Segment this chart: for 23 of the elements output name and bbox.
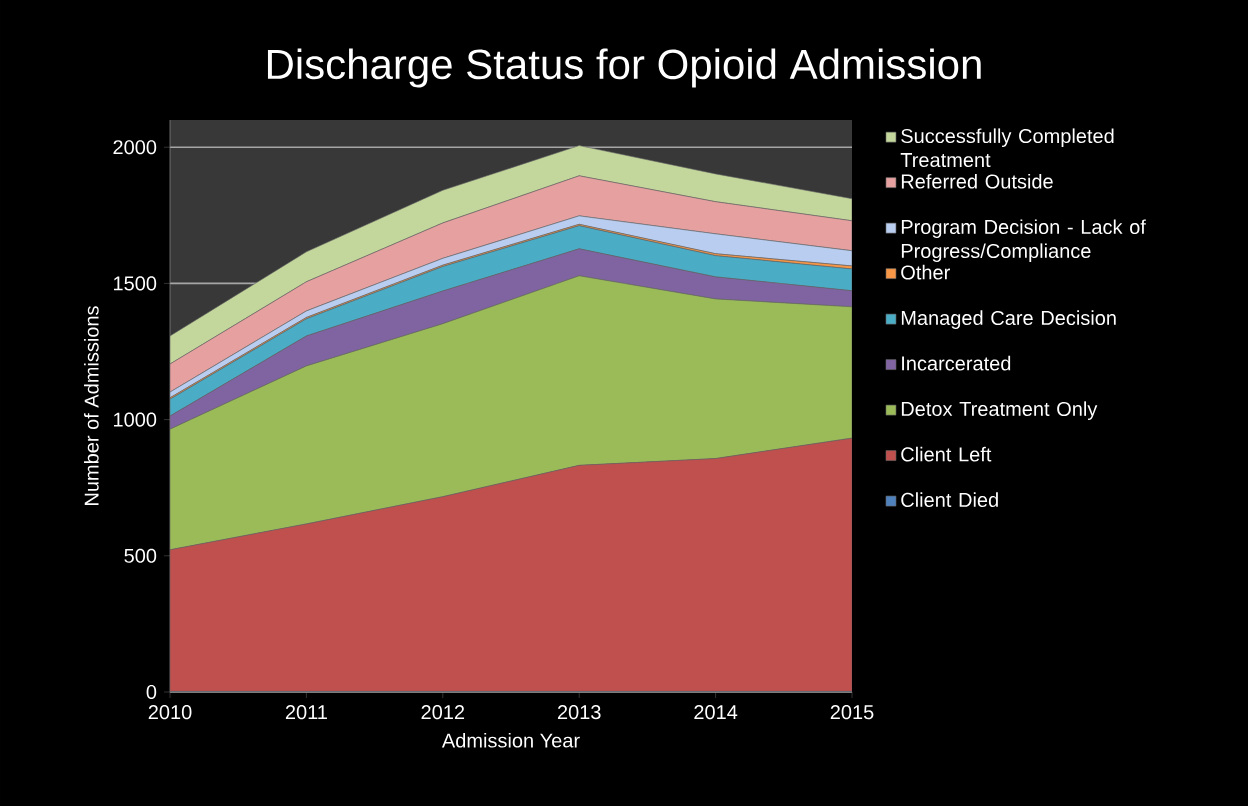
legend-label: Other [901, 264, 950, 280]
y-tick-label: 2000 [113, 140, 157, 155]
legend-label: Program Decision - Lack of Progress/Compliance [901, 219, 1146, 263]
legend-label: Managed Care Decision [901, 310, 1116, 329]
x-tick-label: 2015 [830, 705, 874, 720]
x-tick-label: 2013 [557, 705, 601, 720]
legend-label: Client Died [901, 492, 998, 508]
legend-label: Client Left [901, 446, 992, 462]
x-tick-label: 2012 [421, 705, 465, 720]
y-tick-label: 500 [124, 548, 157, 563]
y-axis-title: Number of Admissions [84, 306, 99, 505]
y-tick-label: 1000 [114, 412, 157, 427]
chart-title: Discharge Status for Opioid Admission [267, 48, 981, 88]
x-axis-title: Admission Year [441, 732, 580, 748]
x-tick-label: 2014 [694, 705, 738, 720]
x-tick-label: 2011 [285, 705, 327, 720]
y-tick-label: 1500 [114, 276, 157, 291]
y-tick-label: 0 [146, 684, 157, 700]
legend-label: Detox Treatment Only [901, 401, 1098, 420]
x-tick-label: 2010 [148, 705, 192, 720]
legend-label: Incarcerated [902, 355, 1011, 371]
legend-label: Successfully Completed Treatment [900, 128, 1114, 168]
legend-label: Referred Outside [901, 173, 1053, 189]
